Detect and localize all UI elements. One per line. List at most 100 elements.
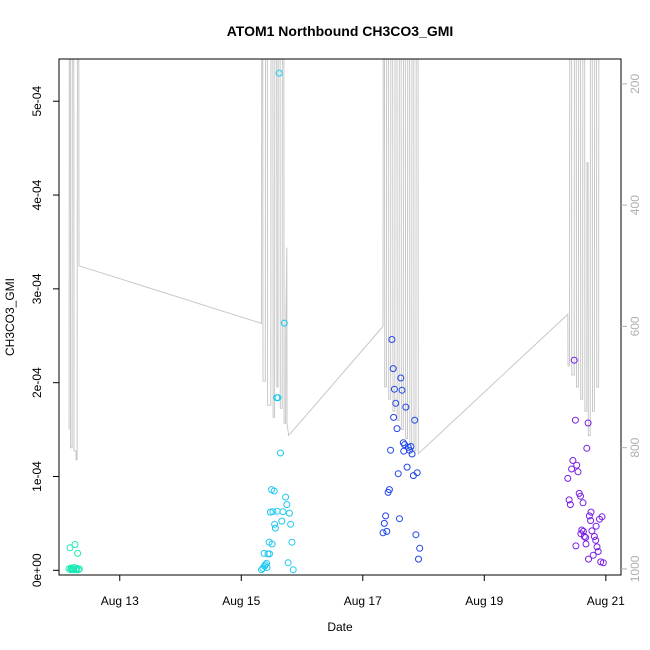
y-tick-label-3: 3e-04 xyxy=(30,273,44,304)
y-tick-label-1: 1e-04 xyxy=(30,461,44,492)
data-point-s1-21 xyxy=(284,559,292,567)
data-point-s1-2 xyxy=(260,549,268,557)
data-point-s1-24 xyxy=(288,538,296,546)
data-point-s1-11 xyxy=(271,524,279,532)
data-point-s2-13 xyxy=(396,515,403,523)
data-point-s3-18 xyxy=(587,517,595,525)
data-point-s2-12 xyxy=(394,470,402,478)
data-point-s2-27 xyxy=(413,469,421,477)
data-point-s0-12 xyxy=(75,565,83,573)
chart-title: ATOM1 Northbound CH3CO3_GMI xyxy=(227,23,454,39)
data-point-s2-19 xyxy=(403,463,411,471)
y-tick-label-2: 2e-04 xyxy=(30,367,44,398)
data-point-s3-17 xyxy=(585,512,593,520)
data-point-s3-16 xyxy=(584,419,592,427)
data-point-s1-14 xyxy=(275,69,283,77)
y2-tick-label-0: 200 xyxy=(628,74,642,94)
data-point-s2-2 xyxy=(382,512,390,520)
data-point-s1-22 xyxy=(285,509,293,517)
data-point-s1-27 xyxy=(263,564,271,571)
data-point-s2-3 xyxy=(383,527,391,535)
plot-frame xyxy=(58,58,622,576)
data-point-s2-10 xyxy=(392,399,400,407)
data-point-s3-22 xyxy=(592,536,600,544)
data-point-s3-19 xyxy=(588,527,596,535)
data-point-s0-10 xyxy=(74,549,82,557)
x-tick-label-0: Aug 13 xyxy=(101,594,139,608)
data-point-s3-28 xyxy=(599,559,607,567)
data-point-s3-10 xyxy=(577,492,584,500)
data-point-s2-15 xyxy=(398,386,406,394)
data-point-s2-7 xyxy=(388,336,396,343)
y-axis: 0e+00 1e-04 2e-04 3e-04 4e-04 5e-04 xyxy=(30,86,59,587)
data-point-s2-6 xyxy=(387,446,395,454)
data-point-s2-30 xyxy=(390,413,398,421)
data-point-s3-3 xyxy=(568,465,576,473)
data-point-s3-14 xyxy=(582,534,590,541)
data-point-s1-16 xyxy=(278,517,286,525)
data-point-s0-11 xyxy=(74,566,82,574)
data-point-s1-30 xyxy=(273,507,281,515)
data-point-s1-13 xyxy=(274,394,282,402)
data-point-s2-25 xyxy=(411,416,419,424)
data-point-s3-7 xyxy=(573,461,581,469)
data-point-s2-1 xyxy=(380,519,388,527)
data-point-s2-5 xyxy=(385,486,393,494)
y2-axis: 200 400 600 800 1000 xyxy=(621,74,642,582)
x-axis: Aug 13 Aug 15 Aug 17 Aug 19 Aug 21 xyxy=(101,575,625,608)
y-tick-label-0: 0e+00 xyxy=(30,553,44,587)
data-point-s3-8 xyxy=(574,468,582,476)
x-tick-label-2: Aug 17 xyxy=(344,594,382,608)
data-point-s3-0 xyxy=(564,474,572,482)
data-point-s2-29 xyxy=(416,544,424,552)
data-point-s2-8 xyxy=(389,365,397,373)
y-axis-label: CH3CO3_GMI xyxy=(3,278,17,356)
data-point-s3-11 xyxy=(578,526,586,534)
data-point-s2-0 xyxy=(379,529,387,537)
data-point-s1-9 xyxy=(269,508,277,516)
data-point-s1-10 xyxy=(270,487,278,495)
data-point-s3-27 xyxy=(598,513,606,521)
data-point-s1-20 xyxy=(283,501,291,509)
data-point-s3-5 xyxy=(570,356,578,364)
data-point-s3-33 xyxy=(592,522,600,530)
data-point-s3-29 xyxy=(572,542,580,550)
x-axis-label: Date xyxy=(327,620,353,634)
data-point-s0-1 xyxy=(66,544,74,552)
data-point-s2-11 xyxy=(393,425,401,433)
y-tick-label-5: 5e-04 xyxy=(30,86,44,117)
data-point-s3-23 xyxy=(593,543,601,551)
data-point-s3-31 xyxy=(582,540,590,548)
data-point-s3-4 xyxy=(569,457,577,464)
data-point-s0-7 xyxy=(71,541,79,548)
data-point-s1-29 xyxy=(271,520,279,528)
y2-tick-label-2: 600 xyxy=(628,316,642,336)
data-point-s1-31 xyxy=(266,550,273,558)
data-point-s3-24 xyxy=(594,548,602,555)
data-point-s3-21 xyxy=(590,533,598,540)
data-point-s3-6 xyxy=(571,416,579,424)
x-tick-label-4: Aug 21 xyxy=(587,594,625,608)
data-point-s2-9 xyxy=(390,385,398,393)
pressure-trace-layer xyxy=(68,58,600,461)
data-point-s1-28 xyxy=(268,540,276,548)
data-point-s3-32 xyxy=(587,508,595,516)
data-point-s1-18 xyxy=(280,319,288,327)
data-point-s2-26 xyxy=(412,531,420,539)
y2-tick-label-4: 1000 xyxy=(628,555,642,582)
data-point-s1-17 xyxy=(279,508,287,516)
data-point-s0-14 xyxy=(72,566,80,574)
data-point-s3-35 xyxy=(585,555,592,563)
data-points-layer xyxy=(65,69,607,574)
data-point-s2-18 xyxy=(402,403,410,411)
x-tick-label-1: Aug 15 xyxy=(222,594,260,608)
data-point-s3-12 xyxy=(579,499,587,507)
data-point-s1-25 xyxy=(289,566,297,574)
data-point-s2-23 xyxy=(408,450,416,458)
data-point-s3-34 xyxy=(579,527,587,535)
data-point-s1-19 xyxy=(282,493,290,501)
y2-tick-label-3: 800 xyxy=(628,437,642,457)
data-point-s3-20 xyxy=(589,551,597,559)
data-point-s1-15 xyxy=(277,449,284,457)
data-point-s2-14 xyxy=(397,374,405,382)
